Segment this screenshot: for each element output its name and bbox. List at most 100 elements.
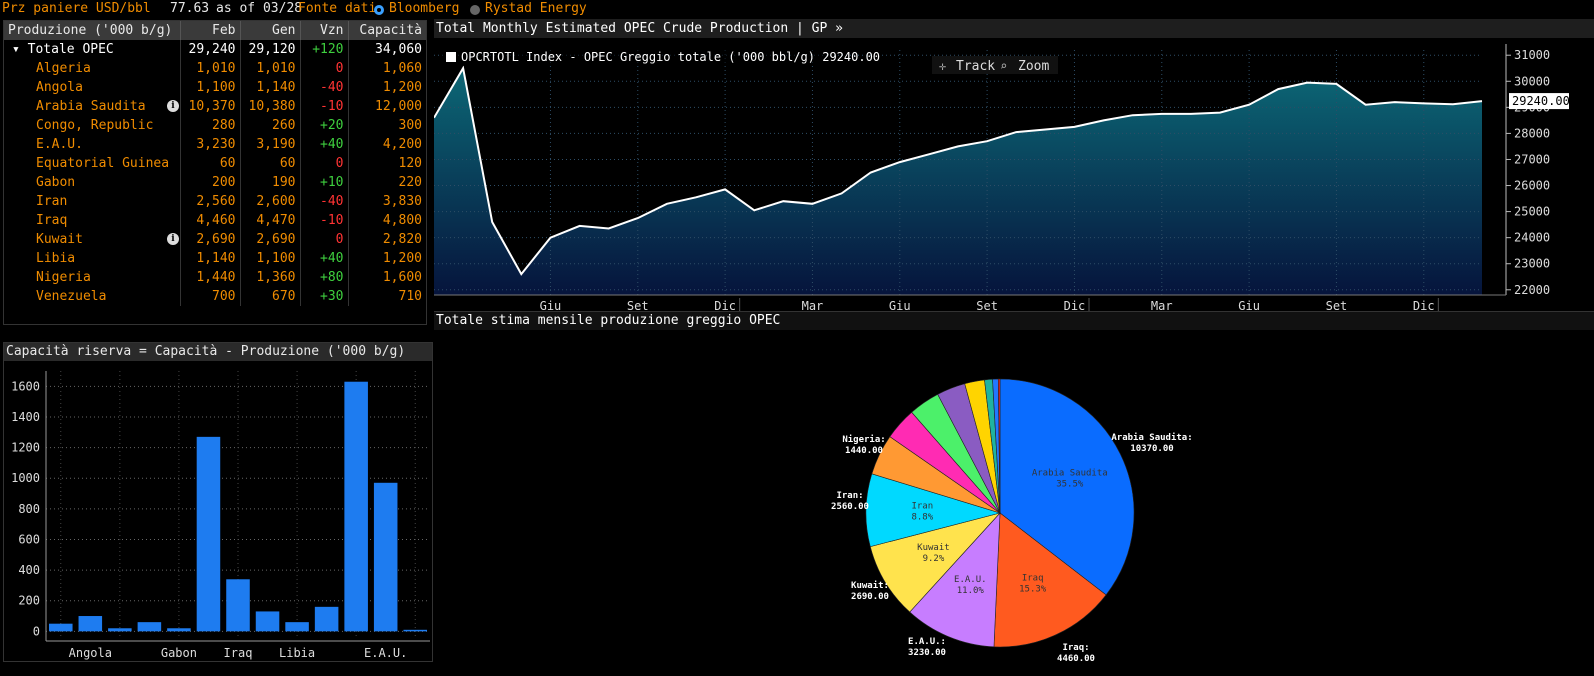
country-name: Libia [36,251,76,266]
pie-inner-name: Kuwait [917,543,950,553]
gen-cell: 4,470 [240,211,301,230]
country-name: Totale OPEC [27,42,114,57]
country-name: Arabia Saudita [36,99,146,114]
country-name: E.A.U. [36,137,83,152]
country-name: Angola [36,80,83,95]
bar-equatorial-guinea[interactable] [137,622,162,632]
bar-libia[interactable] [285,622,309,632]
feb-cell: 1,010 [180,59,241,78]
table-row[interactable]: Iran 2,560 2,600 -40 3,830 [4,192,426,211]
gen-cell: 2,600 [240,192,301,211]
column-header-gen[interactable]: Gen [240,21,301,40]
opec-production-line-chart[interactable]: 2200023000240002500026000270002800029000… [434,38,1594,311]
table-row[interactable]: Libia 1,140 1,100 +40 1,200 [4,249,426,268]
column-header-capacity[interactable]: Capacità [348,21,426,40]
capacity-cell: 3,830 [382,194,422,209]
pie-inner-pct: 11.0% [957,586,985,596]
bar-congo-republic[interactable] [108,628,132,632]
top-bar: Prz paniere USD/bbl 77.63 as of 03/28 Fo… [0,0,1594,19]
zoom-icon[interactable]: ⌕ [1000,59,1007,73]
country-name: Venezuela [36,289,107,304]
bar-angola[interactable] [78,616,103,632]
y-tick-label: 28000 [1514,126,1550,140]
x-tick-label: Libia [279,646,315,660]
table-row[interactable]: Nigeria 1,440 1,360 +80 1,600 [4,268,426,287]
expand-caret-icon[interactable]: ▾ [12,42,28,57]
track-icon[interactable]: ✛ [939,59,946,73]
radio-rystad-icon[interactable] [470,5,480,15]
bar-venezuela[interactable] [403,629,427,632]
pie-slice-arabia-saudita[interactable] [999,378,1135,596]
change-cell: -40 [300,192,349,211]
legend-swatch[interactable] [446,52,456,62]
line-chart-title[interactable]: Total Monthly Estimated OPEC Crude Produ… [434,19,1594,38]
pie-inner-name: Arabia Saudita [1032,469,1108,479]
source-bloomberg-option[interactable]: Bloomberg [389,1,460,16]
bar-iraq[interactable] [226,579,250,632]
table-row[interactable]: Congo, Republic 280 260 +20 300 [4,116,426,135]
country-name: Kuwait [36,232,83,247]
pie-slice-e-a-u-[interactable] [909,512,1001,648]
column-header-feb[interactable]: Feb [180,21,241,40]
column-header-production[interactable]: Produzione ('000 b/g) [4,21,181,40]
bar-iran[interactable] [196,436,221,632]
y-tick-label: 30000 [1514,74,1550,88]
pie-inner-name: Iran [911,501,933,511]
country-cell: Congo, Republic [4,116,181,135]
x-tick-label: E.A.U. [364,646,407,660]
country-cell: Iraq [4,211,181,230]
chart-tools-bar [932,56,1058,74]
bar-algeria[interactable] [49,623,73,632]
table-row[interactable]: Arabia Saudita i 10,370 10,380 -10 12,000 [4,97,426,116]
country-name: Gabon [36,175,76,190]
table-row-total[interactable]: ▾ Totale OPEC 29,240 29,120 +120 34,060 [4,40,426,59]
table-row[interactable]: Equatorial Guinea 60 60 0 120 [4,154,426,173]
capacity-cell: 34,060 [375,42,422,57]
pie-inner-pct: 8.8% [911,512,933,522]
spare-capacity-chart[interactable]: 0 200 400 600 800 1000 1200 1400 1600 Angola Gabon… [4,361,432,661]
pie-chart-title: Totale stima mensile produzione greggio … [434,312,1594,330]
info-icon[interactable]: i [167,100,179,112]
pie-slice-iraq[interactable] [993,512,1107,648]
pie-outer-label: Iran: 2560.00 [831,491,869,512]
table-row[interactable]: Venezuela 700 670 +30 710 [4,287,426,306]
radio-bloomberg-icon[interactable] [374,5,384,15]
bar-arabia-saudita[interactable] [344,381,368,632]
capacity-cell: 1,200 [382,251,422,266]
data-source-label: Fonte dati [298,1,377,16]
pie-slice-equatorial-guinea[interactable] [997,378,1001,514]
production-line[interactable] [434,65,1483,276]
table-row[interactable]: Kuwait i 2,690 2,690 0 2,820 [4,230,426,249]
y-tick-label: 27000 [1514,152,1550,166]
country-cell: ▾ Totale OPEC [4,40,181,59]
table-row[interactable]: Iraq 4,460 4,470 -10 4,800 [4,211,426,230]
last-value-label: 29240.00 [1512,94,1570,108]
opec-production-line-panel: Total Monthly Estimated OPEC Crude Produ… [434,19,1594,311]
source-rystad-option[interactable]: Rystad Energy [485,1,587,16]
feb-cell: 1,140 [180,249,241,268]
country-name: Congo, Republic [36,118,154,133]
column-header-vzn[interactable]: Vzn [300,21,349,40]
country-name: Iraq [36,213,68,228]
x-tick-label: Mar [1151,299,1173,311]
feb-cell: 200 [180,173,241,192]
table-row[interactable]: Angola 1,100 1,140 -40 1,200 [4,78,426,97]
zoom-button[interactable]: Zoom [1018,59,1049,74]
table-row[interactable]: Algeria 1,010 1,010 0 1,060 [4,59,426,78]
table-row[interactable]: E.A.U. 3,230 3,190 +40 4,200 [4,135,426,154]
bar-kuwait[interactable] [255,611,280,632]
pie-inner-pct: 35.5% [1056,480,1084,490]
track-button[interactable]: Track [956,59,995,74]
production-table-panel: Produzione ('000 b/g) Feb Gen Vzn Capaci… [3,20,427,325]
y-tick-label: 1200 [11,441,40,455]
bar-e-a-u-[interactable] [373,482,398,632]
opec-pie-panel: Totale stima mensile produzione greggio … [434,311,1594,664]
bar-gabon[interactable] [167,628,191,632]
feb-cell: 60 [180,154,241,173]
info-icon[interactable]: i [167,233,179,245]
table-row[interactable]: Gabon 200 190 +10 220 [4,173,426,192]
pie-slice-kuwait[interactable] [869,512,1001,613]
bar-nigeria[interactable] [314,606,339,632]
country-cell: Libia [4,249,181,268]
